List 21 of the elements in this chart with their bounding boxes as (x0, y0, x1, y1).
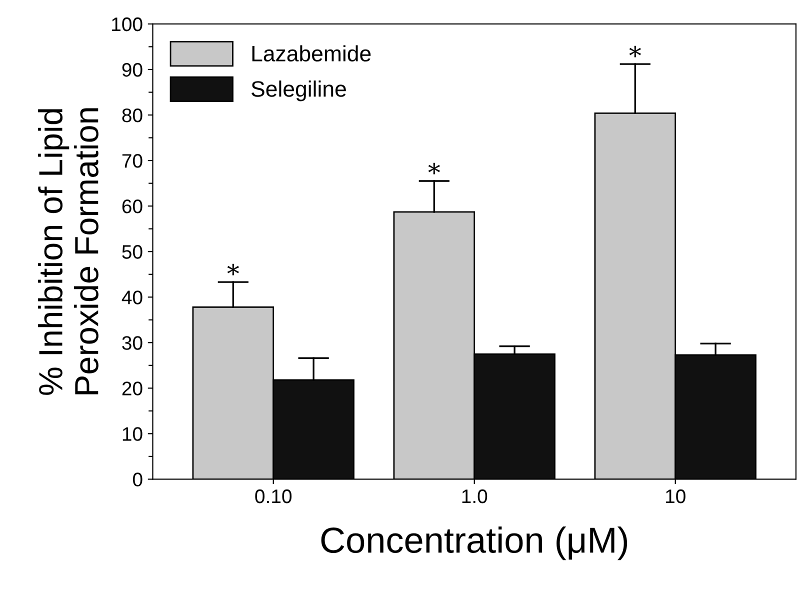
x-tick-label: 10 (666, 489, 686, 504)
y-tick-label: 100 (112, 17, 142, 32)
y-tick-label: 70 (122, 154, 142, 168)
y-tick-label: 60 (122, 200, 142, 214)
annotation: * (428, 162, 440, 174)
y-tick-label: 90 (122, 62, 142, 77)
y-axis-title: % Inhibition of Lipid Peroxide Formation (38, 108, 98, 395)
y-tick-label: 80 (122, 108, 142, 122)
y-tick-label: 20 (122, 382, 142, 396)
y-tick-label: 30 (122, 336, 142, 350)
annotation: * (227, 264, 240, 276)
x-tick-label: 0.10 (255, 489, 292, 504)
x-axis-title: Concentration (μM) (321, 526, 628, 560)
legend-label: Selegiline (252, 80, 346, 102)
y-tick-label: 40 (122, 290, 142, 304)
x-tick-label: 1.0 (462, 489, 488, 504)
y-tick-label: 0 (132, 472, 142, 486)
legend-label: Lazabemide (252, 45, 371, 62)
y-tick-label: 10 (122, 427, 142, 441)
y-tick-label: 50 (122, 245, 142, 259)
annotation: * (629, 46, 642, 58)
